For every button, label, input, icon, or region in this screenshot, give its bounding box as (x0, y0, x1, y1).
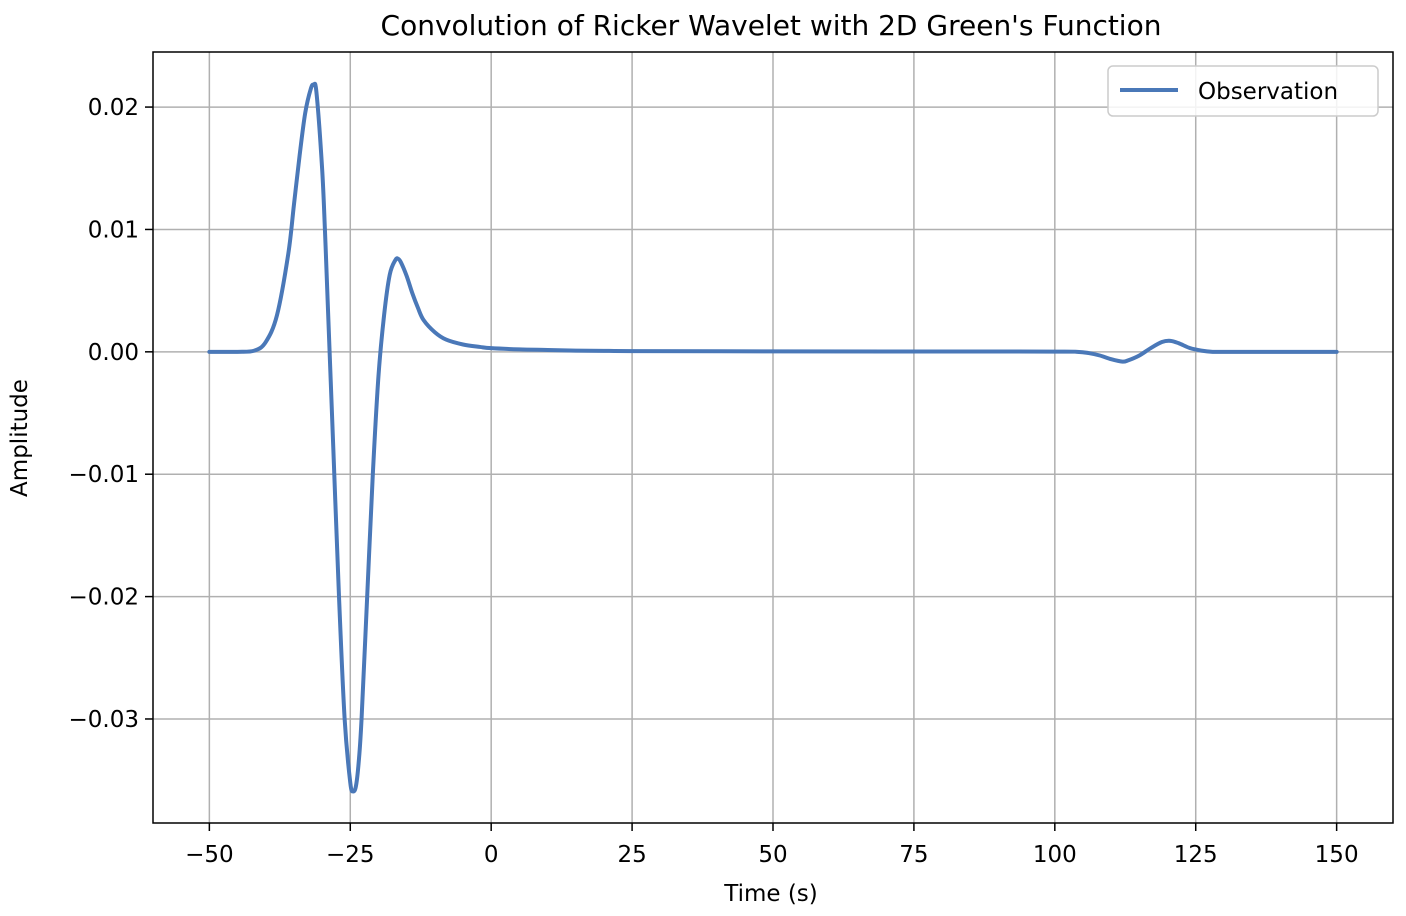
x-tick-label: 100 (1033, 842, 1077, 868)
y-tick-label: −0.02 (69, 585, 139, 611)
chart-title: Convolution of Ricker Wavelet with 2D Gr… (381, 9, 1162, 42)
series-line-observation (207, 81, 1339, 794)
legend: Observation (1107, 65, 1379, 117)
legend-label: Observation (1198, 79, 1338, 105)
y-tick-label: −0.03 (69, 707, 139, 733)
x-tick-label: 150 (1315, 842, 1359, 868)
y-axis: 0.02 0.01 0.00 −0.01 −0.02 −0.03 (69, 95, 153, 733)
x-tick-label: 50 (758, 842, 787, 868)
y-axis-label: Amplitude (7, 379, 33, 497)
x-tick-label: 0 (484, 842, 499, 868)
grid (153, 52, 1393, 823)
y-tick-label: 0.02 (88, 95, 139, 121)
y-tick-label: −0.01 (69, 462, 139, 488)
y-tick-label: 0.00 (88, 340, 139, 366)
x-tick-label: 25 (617, 842, 646, 868)
x-axis: −50 −25 0 25 50 75 100 125 150 (185, 823, 1359, 868)
y-tick-label: 0.01 (88, 217, 139, 243)
x-tick-label: 75 (899, 842, 928, 868)
x-tick-label: 125 (1174, 842, 1218, 868)
x-axis-label: Time (s) (723, 881, 818, 907)
legend-box (1107, 65, 1379, 117)
x-tick-label: −50 (185, 842, 234, 868)
x-tick-label: −25 (326, 842, 375, 868)
series-layer (207, 81, 1339, 794)
